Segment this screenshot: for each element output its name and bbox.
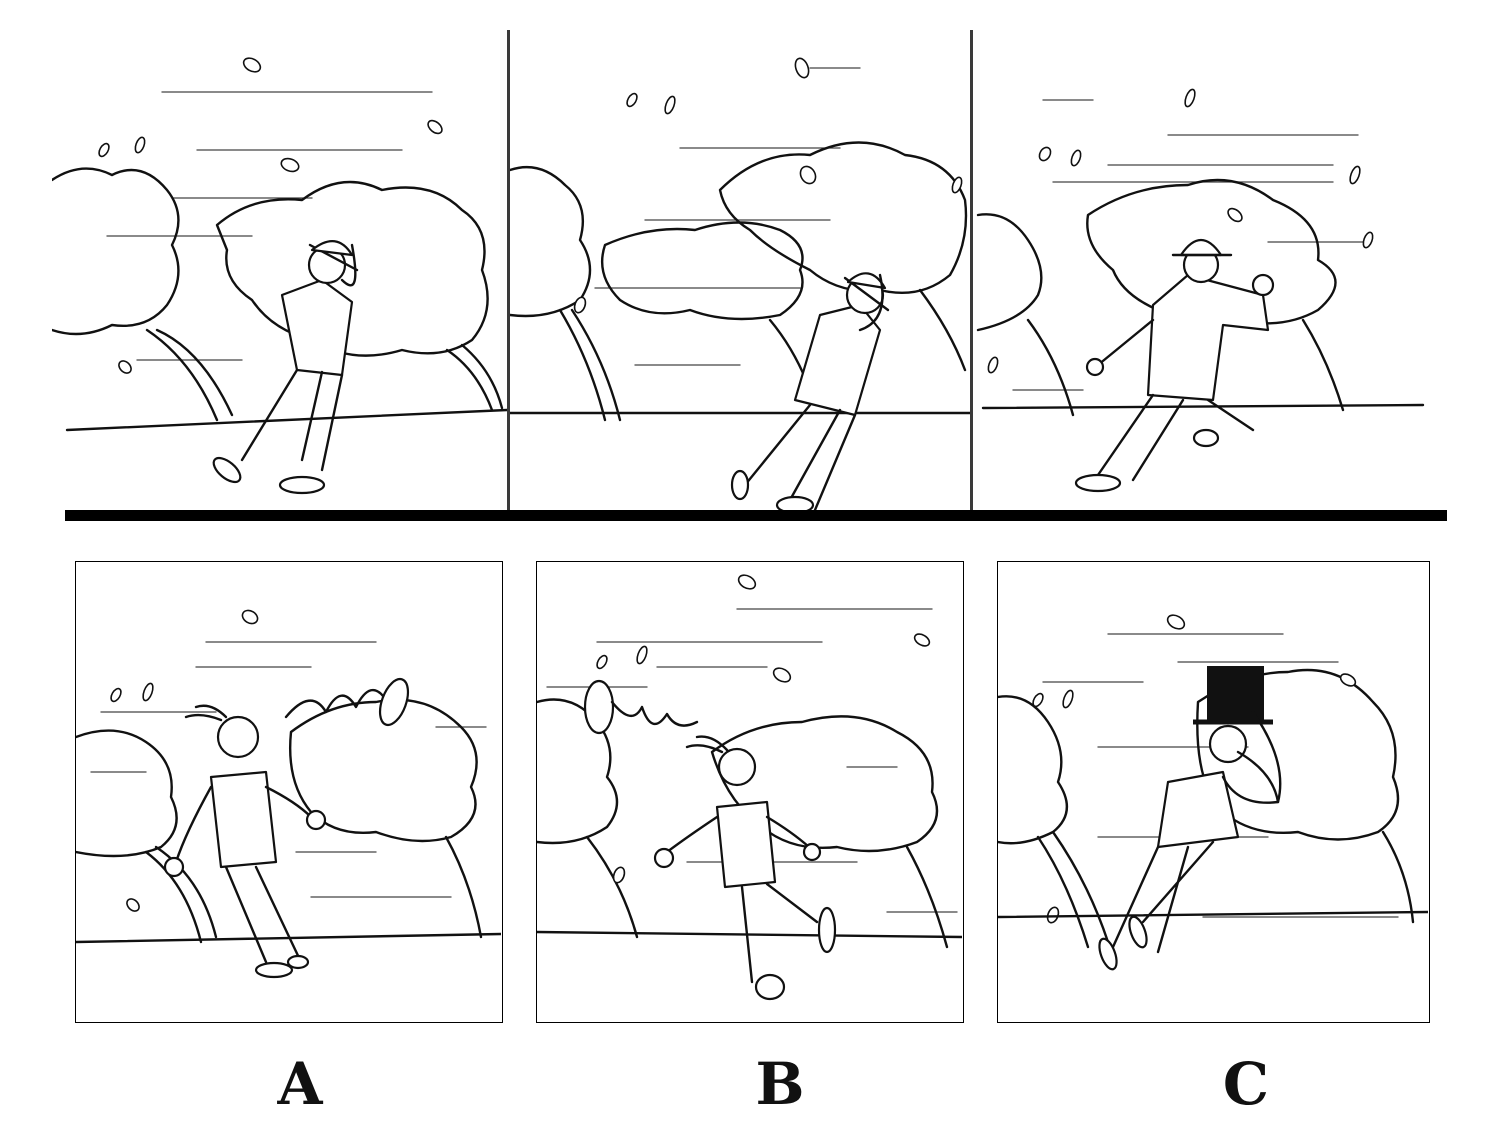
tree-left xyxy=(76,729,218,944)
strip-underline-bar xyxy=(65,510,1447,521)
flying-hat xyxy=(583,679,699,735)
ground-line xyxy=(998,910,1428,919)
man-figure xyxy=(212,240,359,495)
leaves xyxy=(573,57,963,314)
wind-lines xyxy=(90,641,487,898)
man-figure xyxy=(1074,238,1275,493)
option-label-a: A xyxy=(277,1050,323,1118)
leaves xyxy=(596,574,931,884)
man-figure xyxy=(163,704,327,979)
leaves xyxy=(987,88,1374,374)
sequence-panel-1 xyxy=(52,30,507,510)
ground-line xyxy=(65,408,507,432)
option-panel-a[interactable] xyxy=(75,561,503,1023)
panel-1-drawing xyxy=(52,57,507,495)
option-panel-c[interactable] xyxy=(997,561,1430,1023)
tree-left xyxy=(52,167,234,422)
tree-left xyxy=(976,213,1075,417)
man-figure xyxy=(1098,666,1282,971)
option-panel-b[interactable] xyxy=(536,561,964,1023)
option-b-drawing xyxy=(537,574,962,1001)
ground-line xyxy=(981,403,1425,410)
tree-right xyxy=(215,180,504,412)
tree-left xyxy=(537,698,639,939)
tree-right xyxy=(1086,178,1345,412)
leaves xyxy=(110,609,259,912)
wind-lines xyxy=(106,91,433,361)
tree-left xyxy=(510,165,622,422)
option-c-drawing xyxy=(998,614,1428,971)
panel-2-drawing xyxy=(510,57,970,510)
ground-line xyxy=(537,930,962,939)
tree-right xyxy=(718,141,968,372)
man-figure xyxy=(730,272,890,510)
strip-divider-2 xyxy=(970,30,973,510)
sequence-strip xyxy=(52,30,1447,521)
option-label-c: C xyxy=(1222,1050,1270,1118)
tree-left xyxy=(998,695,1110,949)
option-a-drawing xyxy=(76,609,501,979)
sequence-panel-2 xyxy=(510,30,970,510)
strip-divider-1 xyxy=(507,30,510,510)
wind-lines xyxy=(546,608,958,913)
leaves xyxy=(98,57,443,374)
sequence-panel-3 xyxy=(973,30,1447,510)
option-label-b: B xyxy=(755,1050,805,1118)
man-figure xyxy=(653,735,837,1001)
flying-hat xyxy=(284,677,410,727)
wind-lines xyxy=(1012,99,1364,391)
panel-3-drawing xyxy=(976,88,1425,493)
